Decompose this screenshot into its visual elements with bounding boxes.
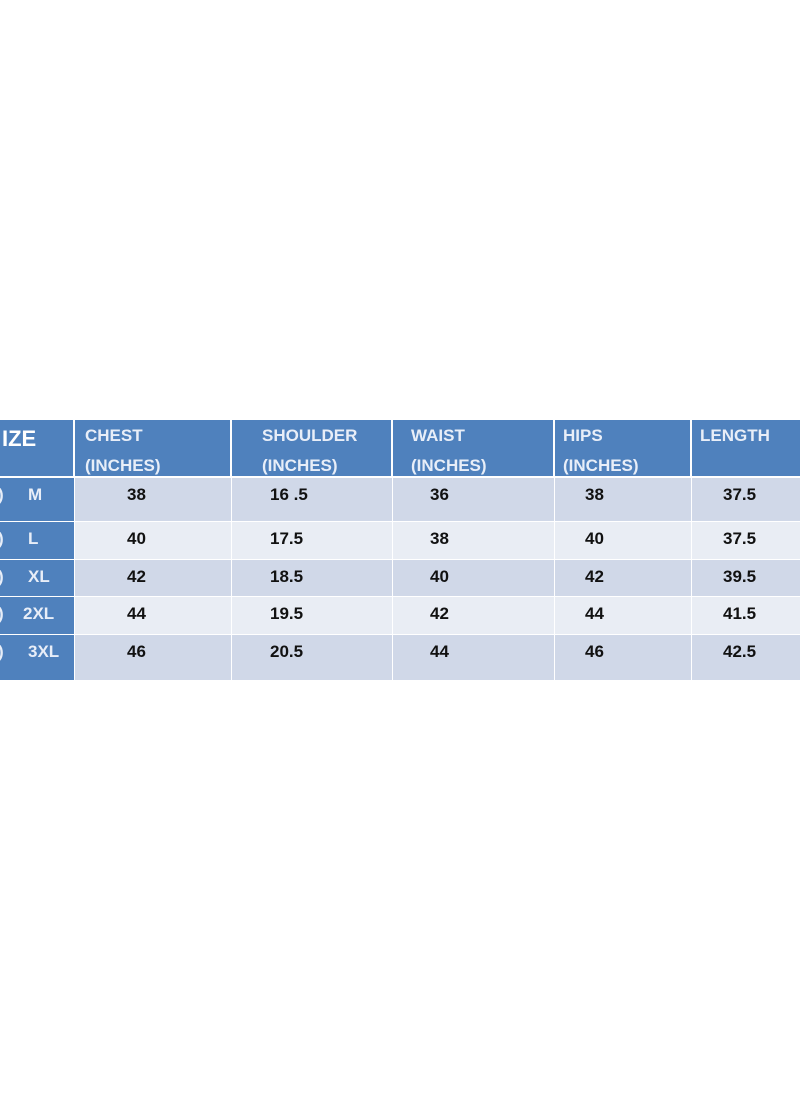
header-unit: (INCHES) [563,456,639,475]
cell-value: 42.5 [723,642,757,661]
cell-value: 36 [430,485,449,504]
size-prefix: ) [0,567,4,587]
cell-value: 42 [585,567,604,586]
cell-value: 16 .5 [270,485,308,504]
cell-value: 38 [430,529,449,548]
cell-value: 39.5 [723,567,757,586]
table-cell-hips: 46 [555,635,691,680]
cell-value: 42 [430,604,449,623]
size-label: L [28,529,39,548]
cell-value: 46 [585,642,604,661]
table-cell-length: 39.5 [692,560,800,596]
table-cell-waist: 36 [393,478,554,521]
table-cell-shoulder: 20.5 [232,635,392,680]
header-unit: (INCHES) [85,456,161,475]
cell-value: 18.5 [270,567,304,586]
table-cell-size: ) 3XL [0,635,74,680]
table-cell-length: 37.5 [692,522,800,559]
cell-value: 41.5 [723,604,757,623]
cell-value: 20.5 [270,642,304,661]
size-chart-table: IZE CHEST (INCHES) SHOULDER (INCHES) WAIST (IN… [0,420,800,680]
header-hips: HIPS (INCHES) [555,420,690,476]
cell-value: 42 [127,567,146,586]
header-label: WAIST [411,426,465,445]
cell-value: 37.5 [723,529,757,548]
table-cell-shoulder: 17.5 [232,522,392,559]
size-prefix: ) [0,604,4,624]
table-cell-hips: 38 [555,478,691,521]
header-label: HIPS [563,426,603,445]
table-cell-hips: 40 [555,522,691,559]
table-cell-shoulder: 19.5 [232,597,392,634]
table-cell-waist: 40 [393,560,554,596]
table-cell-chest: 42 [75,560,231,596]
table-cell-chest: 44 [75,597,231,634]
cell-value: 40 [127,529,146,548]
header-label: IZE [2,426,37,451]
table-cell-chest: 40 [75,522,231,559]
cell-value: 38 [127,485,146,504]
cell-value: 44 [127,604,146,623]
header-label: SHOULDER [262,426,358,445]
cell-value: 44 [585,604,604,623]
header-label: LENGTH [700,426,770,445]
cell-value: 46 [127,642,146,661]
table-cell-size: ) 2XL [0,597,74,634]
size-label: M [28,485,43,504]
table-cell-size: )L [0,522,74,559]
table-cell-hips: 42 [555,560,691,596]
table-cell-size: ) XL [0,560,74,596]
table-cell-length: 37.5 [692,478,800,521]
table-cell-length: 42.5 [692,635,800,680]
header-waist: WAIST (INCHES) [393,420,553,476]
cell-value: 19.5 [270,604,304,623]
header-chest: CHEST (INCHES) [75,420,230,476]
table-cell-shoulder: 18.5 [232,560,392,596]
table-cell-hips: 44 [555,597,691,634]
header-label: CHEST [85,426,143,445]
table-cell-length: 41.5 [692,597,800,634]
table-cell-chest: 46 [75,635,231,680]
cell-value: 38 [585,485,604,504]
table-cell-waist: 42 [393,597,554,634]
header-shoulder: SHOULDER (INCHES) [232,420,391,476]
header-size: IZE [0,420,73,476]
table-cell-waist: 38 [393,522,554,559]
table-cell-shoulder: 16 .5 [232,478,392,521]
header-unit: (INCHES) [262,456,338,475]
cell-value: 17.5 [270,529,304,548]
size-label: 3XL [28,642,60,661]
size-label: XL [28,567,50,586]
size-prefix: ) [0,485,4,505]
size-prefix: ) [0,642,4,662]
cell-value: 37.5 [723,485,757,504]
table-cell-chest: 38 [75,478,231,521]
header-unit: (INCHES) [411,456,487,475]
header-length: LENGTH [692,420,800,476]
table-cell-waist: 44 [393,635,554,680]
cell-value: 44 [430,642,449,661]
size-prefix: ) [0,529,4,549]
cell-value: 40 [430,567,449,586]
cell-value: 40 [585,529,604,548]
size-label: 2XL [23,604,55,623]
table-cell-size: )M [0,478,74,521]
